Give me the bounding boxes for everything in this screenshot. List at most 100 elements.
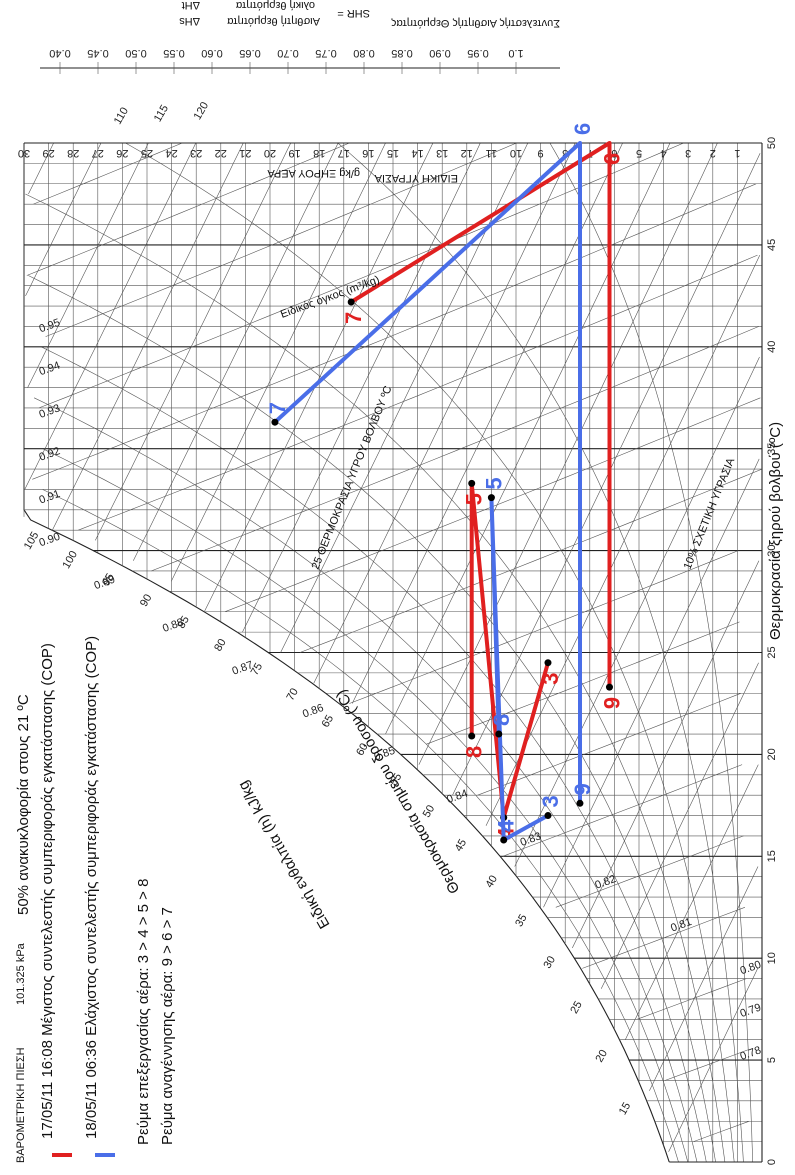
y-tick-label: 12 [461,147,473,159]
specvol-tick-label: 0.82 [593,873,617,892]
enthalpy-line-40 [514,356,760,867]
series-1-point-7 [271,418,279,426]
specvol-line-0.80 [636,978,747,1020]
series-0-point-5 [468,479,476,487]
series-1-label-5: 5 [481,477,506,489]
x-tick-label: 45 [766,239,778,251]
shr-tick-label: 0.55 [163,47,184,59]
x-tick-label: 50 [766,137,778,149]
specvol-tick-label: 0.89 [93,574,117,593]
shr-tick-label: 0.75 [315,47,336,59]
series-1-label-4: 4 [494,819,519,832]
y-tick-label: 18 [313,147,325,159]
specvol-tick-label: 0.92 [38,445,62,464]
x-tick-label: 25 [766,646,778,658]
specvol-line-0.94 [26,142,350,276]
shr-tick-label: 0.85 [391,47,412,59]
enthalpy-line-95 [133,142,339,561]
series-0-path-1 [350,141,612,688]
enthalpy-tick-label: 20 [593,1048,610,1065]
process-air-text: Ρεύμα επεξεργασίας αέρα: 3 > 4 > 5 > 8 [135,879,152,1145]
enthalpy-title: Ειδική ενθαλπία (h) kJ/kg [235,778,334,932]
enthalpy-line-35 [543,458,760,908]
shr-tick-label: 0.40 [49,47,70,59]
shr-header: Συντελεστής Αισθητής Θερμότητας SHR = Αι… [179,0,560,29]
rh-curve-50 [28,275,716,1163]
x-axis-title: Θερμοκρασία ξηρού βολβού (ºC) [767,422,784,640]
y-tick-label: 5 [636,147,642,159]
specvol-tick-label: 0.79 [739,1002,763,1021]
x-tick-label: 20 [766,748,778,760]
specvol-line-0.84 [477,693,741,796]
enthalpy-line-125 [28,142,54,195]
specvol-tick-label: 0.87 [231,659,255,678]
enthalpy-tick-label: 100 [60,549,80,571]
enthalpy-tick-label: 95 [100,571,117,588]
x-tick-label: 15 [766,850,778,862]
enthalpy-tick-label: 15 [617,1100,634,1117]
y-axis-title: ΕΙΔΙΚΗ ΥΓΡΑΣΙΑ [374,172,458,184]
y-tick-label: 17 [338,147,350,159]
shr-numerator: Αισθητή θερμότητα [226,15,320,27]
series-0-label-3: 3 [538,672,563,684]
y-tick-label: 14 [411,147,423,159]
x-tick-label: 30 [766,544,778,556]
enthalpy-tick-label: 40 [484,873,501,890]
enthalpy-tick-label: 85 [175,614,192,631]
barometric-value: 101.325 kPa [15,942,27,1005]
rh-title: 10% ΣΧΕΤΙΚΗ ΥΓΡΑΣΙΑ [682,456,738,571]
enthalpy-tick-label: 90 [138,592,155,609]
regen-air-text: Ρεύμα αναγέννησης αέρα: 9 > 6 > 7 [159,907,176,1145]
series-1-path-1 [273,141,582,804]
y-tick-label: 24 [165,147,177,159]
y-tick-label: 10 [510,147,522,159]
y-tick-label: 28 [67,147,79,159]
shr-denominator: ολική θερμότητα [235,0,315,11]
enthalpy-line-20 [625,764,759,1040]
specvol-tick-label: 0.80 [739,959,763,978]
enthalpy-tick-label: 30 [542,954,559,971]
y-tick-label: 6 [611,147,617,159]
series-1-label-3: 3 [538,795,563,807]
y-tick-label: 25 [141,147,153,159]
specvol-tick-label: 0.84 [445,788,469,807]
enthalpy-line-120 [25,142,102,297]
specvol-tick-label: 0.86 [301,702,325,721]
enthalpy-line-115 [27,142,149,388]
enthalpy-tick-label: 45 [453,837,470,854]
shr-tick-label: 0.80 [353,47,374,59]
chart-grid: 0.40 0.45 0.50 0.55 0.60 0.65 0.70 0.75 0.80 0.85… [18,47,778,1165]
series-1-label-6: 6 [570,123,595,135]
enthalpy-line-55 [418,142,718,765]
specvol-tick-label: 0.90 [38,531,62,550]
enthalpy-tick-label: 35 [513,912,530,929]
series-1-point-9 [576,799,584,807]
enthalpy-line-105 [52,142,244,531]
specvol-line-0.90 [78,254,758,531]
y-tick-label: 20 [264,147,276,159]
rh-curve-70 [33,397,698,1163]
specvol-line-0.87 [299,468,763,653]
y-tick-label: 26 [116,147,128,159]
series-0-label-5: 5 [462,493,487,505]
occupancy-note: 50% ανακυκλοφορία στους 21 ºC [15,694,32,915]
enthalpy-tick-label: 55 [388,771,405,788]
series-0-label-8: 8 [462,746,487,758]
y-tick-label: 16 [362,147,374,159]
series-0-point-8 [468,732,476,740]
series-1-point-5 [487,494,495,502]
x-tick-label: 40 [766,341,778,353]
y-tick-label: 21 [239,147,251,159]
specvol-tick-label: 0.94 [38,360,62,379]
enthalpy-tick-label: 110 [112,105,131,126]
series-0-path-0 [469,481,550,820]
enthalpy-line-100 [95,142,291,541]
x-tick-label: 35 [766,443,778,455]
enthalpy-tick-label: 80 [212,637,229,654]
series-0-point-3 [544,659,552,667]
specvol-tick-label: 0.81 [669,916,693,935]
x-tick-label: 10 [766,952,778,964]
legend-blue-text: 18/05/11 06:36 Ελάχιστος συντελεστής συμ… [83,636,100,1139]
series-0-label-7: 7 [341,312,366,324]
